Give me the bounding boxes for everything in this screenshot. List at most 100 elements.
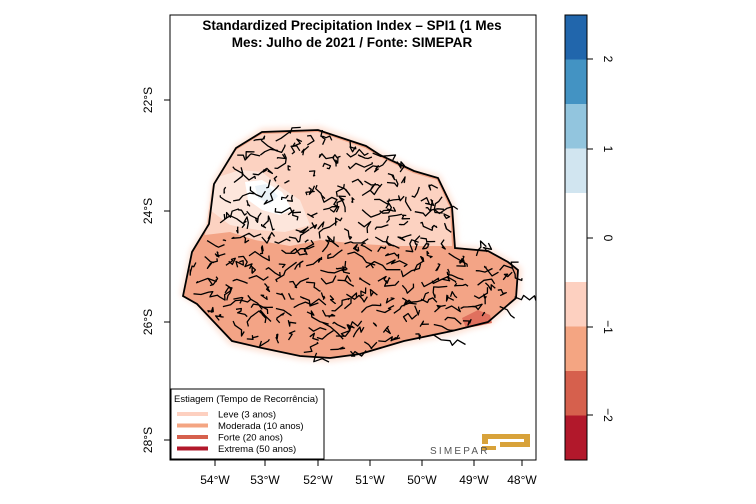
x-axis: 54°W 53°W 52°W 51°W 50°W 49°W 48°W	[200, 460, 537, 487]
municipal-boundary-line	[206, 258, 218, 269]
municipal-boundary-line	[267, 215, 275, 231]
municipal-boundary-line	[305, 190, 315, 196]
municipal-boundary-line	[287, 165, 291, 171]
colorbar-bin-2	[565, 104, 587, 149]
municipal-boundary-line	[433, 323, 455, 332]
municipal-boundary-line	[460, 303, 483, 310]
municipal-boundary-line	[386, 178, 399, 188]
municipal-boundary-line	[361, 209, 393, 218]
state-outline	[181, 129, 519, 359]
simepar-logo: SIMEPAR	[428, 432, 532, 457]
municipal-boundary-line	[260, 294, 268, 301]
municipal-boundary-line	[386, 195, 405, 203]
municipal-boundary-line	[306, 281, 321, 292]
municipal-boundary-line	[445, 294, 455, 302]
municipal-boundary-line	[420, 197, 435, 207]
municipal-boundary-line	[386, 259, 408, 268]
municipal-boundary-line	[346, 148, 369, 158]
municipal-boundary-line	[306, 256, 323, 267]
municipal-boundary-line	[357, 220, 372, 234]
municipal-boundary-line	[273, 175, 278, 182]
municipal-boundary-line	[250, 265, 257, 274]
municipal-boundary-line	[320, 275, 337, 285]
municipal-boundary-line	[207, 276, 219, 287]
municipal-boundary-line	[235, 259, 244, 268]
municipal-boundary-line	[309, 332, 319, 341]
municipal-boundary-line	[400, 263, 422, 278]
municipal-boundary-line	[364, 159, 388, 172]
municipal-boundary-line	[359, 277, 371, 286]
municipal-boundary-line	[420, 297, 438, 304]
municipal-boundary-line	[444, 222, 452, 233]
municipal-boundary-line	[259, 338, 270, 347]
municipal-boundary-line	[255, 212, 262, 224]
y-tick-26s: 26°S	[141, 309, 155, 335]
municipal-boundary-line	[383, 280, 400, 287]
municipal-boundary-line	[308, 185, 316, 196]
municipal-boundary-line	[475, 240, 487, 257]
municipal-boundary-line	[456, 257, 466, 267]
municipal-boundary-line	[370, 182, 376, 191]
municipal-boundary-line	[290, 145, 301, 155]
municipal-boundary-line	[346, 293, 368, 303]
municipal-boundary-line	[360, 303, 382, 313]
municipal-boundary-line	[189, 262, 197, 276]
municipal-boundary-line	[497, 288, 507, 297]
municipal-boundary-line	[320, 292, 326, 300]
municipal-boundary-line	[376, 305, 395, 314]
municipal-boundary-line	[420, 221, 434, 231]
municipal-boundary-line	[335, 265, 351, 275]
municipal-boundary-line	[477, 278, 496, 286]
municipal-boundary-line	[225, 257, 236, 266]
municipal-boundary-line	[233, 173, 257, 184]
municipal-boundary-line	[344, 275, 352, 282]
municipal-boundary-line	[369, 288, 378, 297]
municipal-boundary-line	[224, 287, 233, 301]
municipal-boundaries	[189, 126, 536, 363]
municipal-boundary-line	[398, 220, 409, 226]
colorbar-bin-5	[565, 282, 587, 327]
municipal-boundary-line	[259, 148, 279, 156]
municipal-boundary-line	[223, 213, 246, 229]
municipal-boundary-line	[343, 292, 358, 310]
municipal-boundary-line	[235, 307, 248, 318]
municipal-boundary-line	[323, 206, 340, 213]
colorbar-bin-0	[565, 15, 587, 60]
municipal-boundary-line	[335, 324, 355, 337]
municipal-boundary-line	[434, 205, 459, 215]
municipal-boundary-line	[232, 166, 244, 175]
municipal-boundary-line	[472, 303, 483, 311]
municipal-boundary-line	[426, 250, 433, 259]
plot-frame	[169, 14, 537, 461]
municipal-boundary-line	[442, 276, 457, 283]
x-tick-53w: 53°W	[250, 473, 280, 487]
municipal-boundary-line	[247, 294, 263, 310]
municipal-boundary-line	[386, 213, 403, 223]
municipal-boundary-line	[222, 239, 227, 242]
municipal-boundary-line	[223, 186, 227, 194]
municipal-boundary-line	[276, 153, 286, 160]
municipal-boundary-line	[309, 222, 318, 230]
x-tick-54w: 54°W	[200, 473, 230, 487]
municipal-boundary-line	[246, 210, 259, 220]
municipal-boundary-line	[351, 178, 364, 186]
municipal-boundary-line	[352, 326, 365, 338]
municipal-boundary-line	[411, 186, 420, 198]
municipal-boundary-line	[374, 224, 389, 230]
municipal-boundary-line	[473, 287, 489, 299]
colorbar-tick-minus2: −2	[601, 408, 615, 422]
municipal-boundary-line	[287, 209, 299, 221]
x-tick-49w: 49°W	[459, 473, 489, 487]
municipal-boundary-line	[385, 252, 400, 259]
municipal-boundary-line	[304, 239, 309, 243]
municipal-boundary-line	[434, 304, 446, 313]
municipal-boundary-line	[274, 207, 302, 214]
municipal-boundary-line	[276, 312, 285, 324]
municipal-boundary-line	[422, 242, 430, 250]
municipal-boundary-line	[445, 305, 461, 313]
municipal-boundary-line	[514, 294, 536, 301]
municipal-boundary-line	[454, 282, 469, 287]
municipal-boundary-line	[292, 138, 303, 148]
municipal-boundary-line	[329, 295, 337, 305]
